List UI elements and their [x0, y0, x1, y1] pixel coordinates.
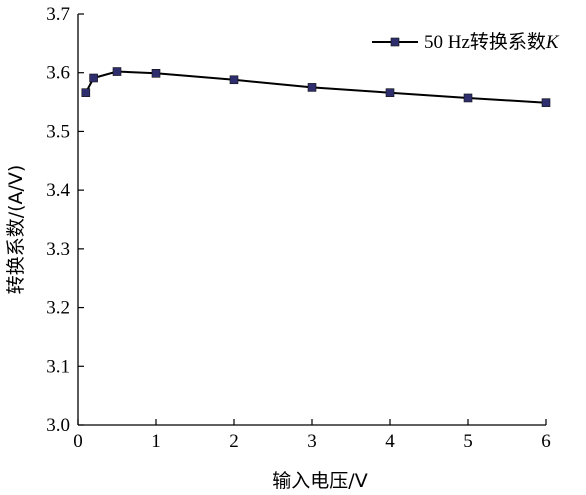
x-ticks: 0 1 2 3 4 5 6 [73, 419, 551, 452]
data-point [229, 75, 239, 85]
y-axis-title: 转换系数/(A/V) [5, 165, 27, 295]
legend-marker [390, 37, 400, 47]
data-point [89, 73, 98, 83]
y-tick-label: 3.6 [46, 63, 70, 84]
series-layer [81, 67, 551, 107]
y-ticks: 3.0 3.1 3.2 3.3 3.4 3.5 3.6 3.7 [46, 4, 84, 436]
y-tick-label: 3.2 [46, 298, 70, 319]
x-tick-label: 3 [307, 431, 317, 452]
data-point [112, 67, 122, 76]
y-tick-label: 3.3 [46, 239, 70, 260]
x-tick-label: 0 [73, 431, 83, 452]
y-tick-label: 3.4 [46, 180, 70, 201]
data-point [151, 69, 161, 78]
legend-series-name: 50 Hz转换系数 [424, 31, 546, 53]
legend: 50 Hz转换系数K [372, 31, 560, 53]
data-point [463, 93, 473, 103]
x-tick-label: 4 [385, 431, 395, 452]
data-point [385, 88, 395, 97]
legend-series-symbol: K [545, 32, 560, 53]
x-axis-title: 输入电压/V [272, 470, 367, 492]
legend-label: 50 Hz转换系数K [424, 31, 560, 53]
x-tick-label: 6 [541, 431, 551, 452]
y-tick-label: 3.5 [46, 121, 70, 142]
y-tick-label: 3.0 [46, 415, 70, 436]
x-tick-label: 5 [463, 431, 473, 452]
data-point [307, 83, 317, 92]
x-tick-label: 1 [151, 431, 161, 452]
y-tick-label: 3.1 [46, 356, 70, 377]
x-tick-label: 2 [229, 431, 239, 452]
data-point [541, 98, 551, 107]
axes [77, 14, 546, 426]
y-tick-label: 3.7 [46, 4, 70, 25]
data-point [81, 88, 91, 97]
